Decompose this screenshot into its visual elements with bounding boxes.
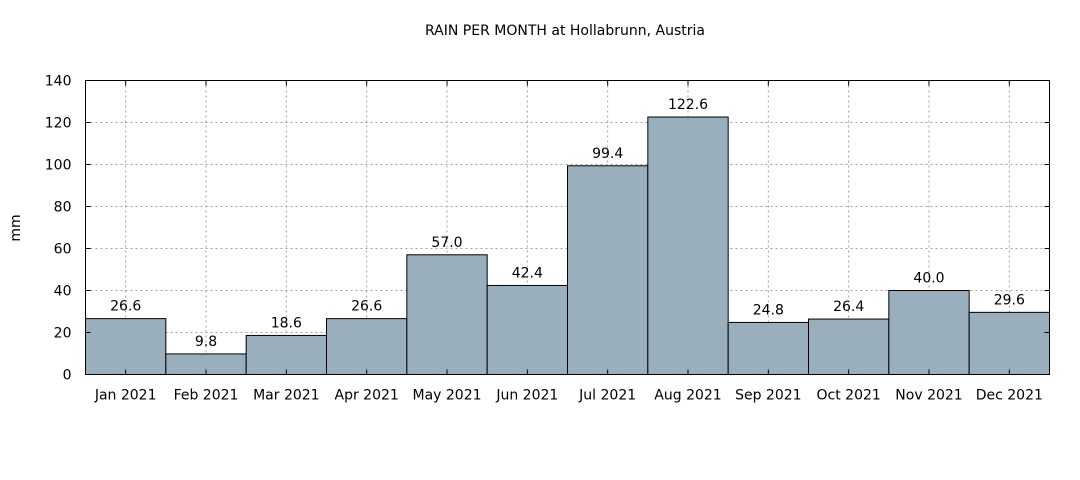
x-tick-label: Jan 2021 [94, 388, 157, 404]
x-tick-label: Oct 2021 [817, 388, 881, 404]
bar-value-label: 9.8 [195, 334, 217, 350]
x-tick-label: Dec 2021 [976, 388, 1043, 404]
x-tick-label: Apr 2021 [335, 388, 399, 404]
bar-value-label: 122.6 [668, 97, 708, 113]
bar [406, 254, 488, 375]
bar [85, 318, 167, 376]
bar [727, 321, 810, 376]
bar-value-label: 26.6 [351, 299, 382, 315]
bar-value-label: 24.8 [753, 302, 784, 318]
x-tick-label: Mar 2021 [253, 388, 320, 404]
value-labels: 26.6 9.8 18.6 26.6 57.0 42.4 99.4 122.6 24.8 26.4… [110, 97, 1025, 350]
y-tick-label: 80 [54, 200, 72, 216]
x-tick-label: May 2021 [412, 388, 481, 404]
y-tick-label: 140 [45, 74, 72, 90]
bar [888, 290, 970, 375]
x-tick-label: Jul 2021 [578, 388, 636, 404]
x-tick-label: Feb 2021 [174, 388, 239, 404]
bar [326, 318, 408, 376]
bar [486, 284, 568, 375]
y-tick-label: 60 [54, 242, 72, 258]
x-tick-label: Jun 2021 [495, 388, 558, 404]
bar-value-label: 26.4 [833, 299, 864, 315]
bars [85, 116, 1051, 376]
x-tick-label: Nov 2021 [895, 388, 962, 404]
bar [808, 318, 890, 375]
bar-value-label: 18.6 [271, 315, 302, 331]
y-tick-label: 120 [45, 116, 72, 132]
y-tick-label: 0 [63, 368, 72, 384]
y-axis-label: mm [8, 214, 24, 241]
bar-value-label: 99.4 [592, 146, 623, 162]
x-tick-label: Aug 2021 [654, 388, 721, 404]
axis-ticks: 0 20 40 60 80 100 120 140 Jan 2021 Feb 2021 Mar 20… [45, 74, 1050, 404]
y-tick-label: 100 [45, 158, 72, 174]
bar-value-label: 29.6 [994, 292, 1025, 308]
bar [968, 311, 1051, 375]
bar [567, 165, 649, 375]
chart-title: RAIN PER MONTH at Hollabrunn, Austria [425, 23, 705, 39]
bar [647, 116, 729, 375]
bar-value-label: 57.0 [431, 235, 462, 251]
bar [245, 334, 328, 376]
y-tick-label: 40 [54, 284, 72, 300]
bar-value-label: 26.6 [110, 299, 141, 315]
bar-value-label: 40.0 [913, 271, 944, 287]
y-tick-label: 20 [54, 326, 72, 342]
plot-frame [85, 80, 1050, 375]
x-tick-label: Sep 2021 [735, 388, 801, 404]
bar-value-label: 42.4 [512, 265, 543, 281]
